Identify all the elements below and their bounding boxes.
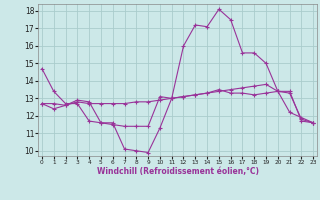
- X-axis label: Windchill (Refroidissement éolien,°C): Windchill (Refroidissement éolien,°C): [97, 167, 259, 176]
